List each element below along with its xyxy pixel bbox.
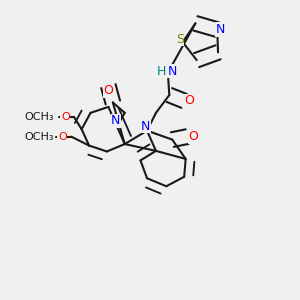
Text: N: N [111, 114, 121, 128]
Text: O: O [103, 84, 113, 97]
Text: N: N [168, 65, 177, 78]
Text: OCH₃: OCH₃ [24, 132, 53, 142]
Text: O: O [61, 112, 70, 122]
Text: S: S [176, 33, 184, 46]
Text: N: N [215, 23, 225, 36]
Text: O: O [184, 94, 194, 107]
Text: H: H [157, 65, 167, 78]
Text: N: N [141, 120, 150, 133]
Text: O: O [58, 132, 67, 142]
Text: O: O [188, 130, 198, 143]
Text: OCH₃: OCH₃ [24, 112, 53, 122]
